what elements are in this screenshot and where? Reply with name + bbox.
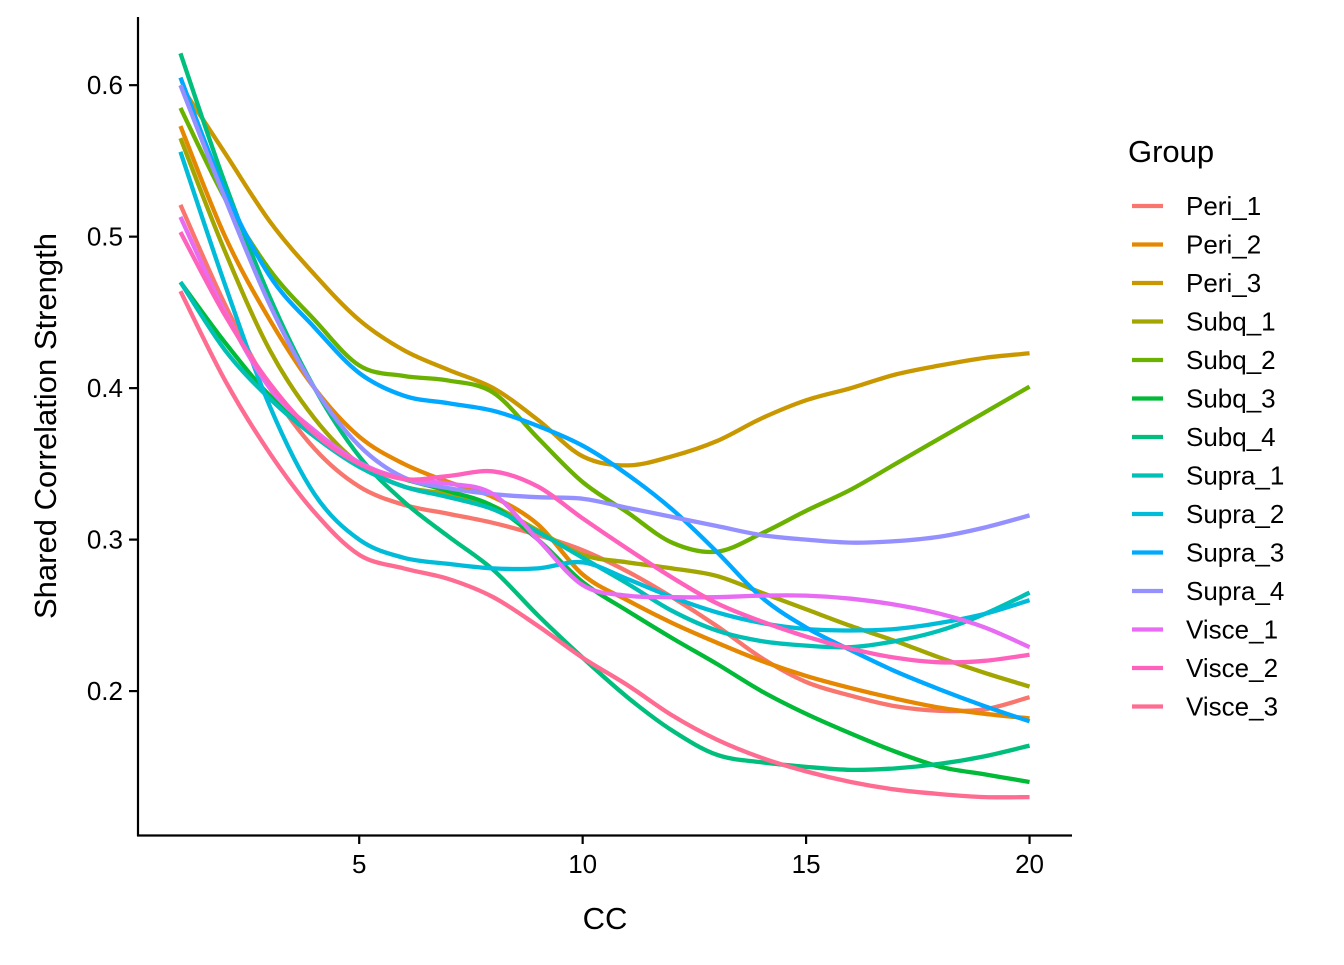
legend-items: Peri_1 Peri_2 Peri_3 Subq_1 Subq_2 Subq_3 Subq…	[1132, 191, 1284, 722]
legend-item-visce-3: Visce_3	[1132, 692, 1278, 722]
legend-item-supra-4: Supra_4	[1132, 576, 1284, 606]
x-tick-label: 15	[792, 849, 821, 879]
legend-item-subq-1: Subq_1	[1132, 307, 1276, 337]
y-tick-label: 0.2	[87, 676, 123, 706]
legend-label: Supra_4	[1186, 576, 1284, 606]
legend-label: Supra_1	[1186, 461, 1284, 491]
series-line-visce-3	[178, 290, 1030, 800]
y-tick-label: 0.5	[87, 222, 123, 252]
series-line-supra-3	[178, 76, 1031, 724]
legend: Group Peri_1 Peri_2 Peri_3 Subq_1 Subq_2 Subq…	[1128, 134, 1284, 722]
y-tick-label: 0.4	[87, 373, 123, 403]
legend-item-supra-2: Supra_2	[1132, 499, 1284, 529]
y-tick-label: 0.6	[87, 70, 123, 100]
series-line-peri-3	[178, 83, 1030, 468]
legend-label: Peri_2	[1186, 230, 1261, 260]
legend-label: Visce_2	[1186, 653, 1278, 683]
legend-item-peri-2: Peri_2	[1132, 230, 1261, 260]
series-line-subq-2	[178, 106, 1031, 555]
legend-label: Subq_1	[1186, 307, 1276, 337]
x-ticks: 5 10 15 20	[352, 835, 1044, 879]
legend-label: Subq_3	[1186, 384, 1276, 414]
x-tick-label: 10	[568, 849, 597, 879]
legend-label: Supra_2	[1186, 499, 1284, 529]
legend-item-subq-3: Subq_3	[1132, 384, 1276, 414]
y-tick-label: 0.3	[87, 525, 123, 555]
series-line-peri-1	[178, 203, 1031, 714]
legend-item-subq-4: Subq_4	[1132, 422, 1276, 452]
legend-item-visce-1: Visce_1	[1132, 615, 1278, 645]
legend-item-supra-3: Supra_3	[1132, 538, 1284, 568]
legend-item-peri-3: Peri_3	[1132, 268, 1261, 298]
y-axis-title: Shared Correlation Strength	[28, 233, 63, 619]
y-ticks: 0.2 0.3 0.4 0.5 0.6	[87, 70, 138, 706]
series-line-supra-4	[178, 84, 1031, 545]
axes-layer	[136, 17, 1072, 837]
x-tick-label: 20	[1015, 849, 1044, 879]
legend-label: Visce_3	[1186, 692, 1278, 722]
legend-label: Peri_1	[1186, 191, 1261, 221]
legend-label: Peri_3	[1186, 268, 1261, 298]
x-tick-label: 5	[352, 849, 366, 879]
series-line-supra-2	[178, 151, 1031, 633]
legend-label: Subq_4	[1186, 422, 1276, 452]
series-line-visce-2	[178, 231, 1030, 665]
legend-label: Supra_3	[1186, 538, 1284, 568]
legend-title: Group	[1128, 134, 1214, 169]
legend-item-visce-2: Visce_2	[1132, 653, 1278, 683]
legend-label: Visce_1	[1186, 615, 1278, 645]
legend-item-peri-1: Peri_1	[1132, 191, 1261, 221]
series-line-subq-1	[178, 137, 1031, 689]
x-axis-title: CC	[583, 901, 628, 936]
legend-label: Subq_2	[1186, 345, 1276, 375]
legend-item-supra-1: Supra_1	[1132, 461, 1284, 491]
series-layer	[178, 52, 1031, 800]
legend-item-subq-2: Subq_2	[1132, 345, 1276, 375]
